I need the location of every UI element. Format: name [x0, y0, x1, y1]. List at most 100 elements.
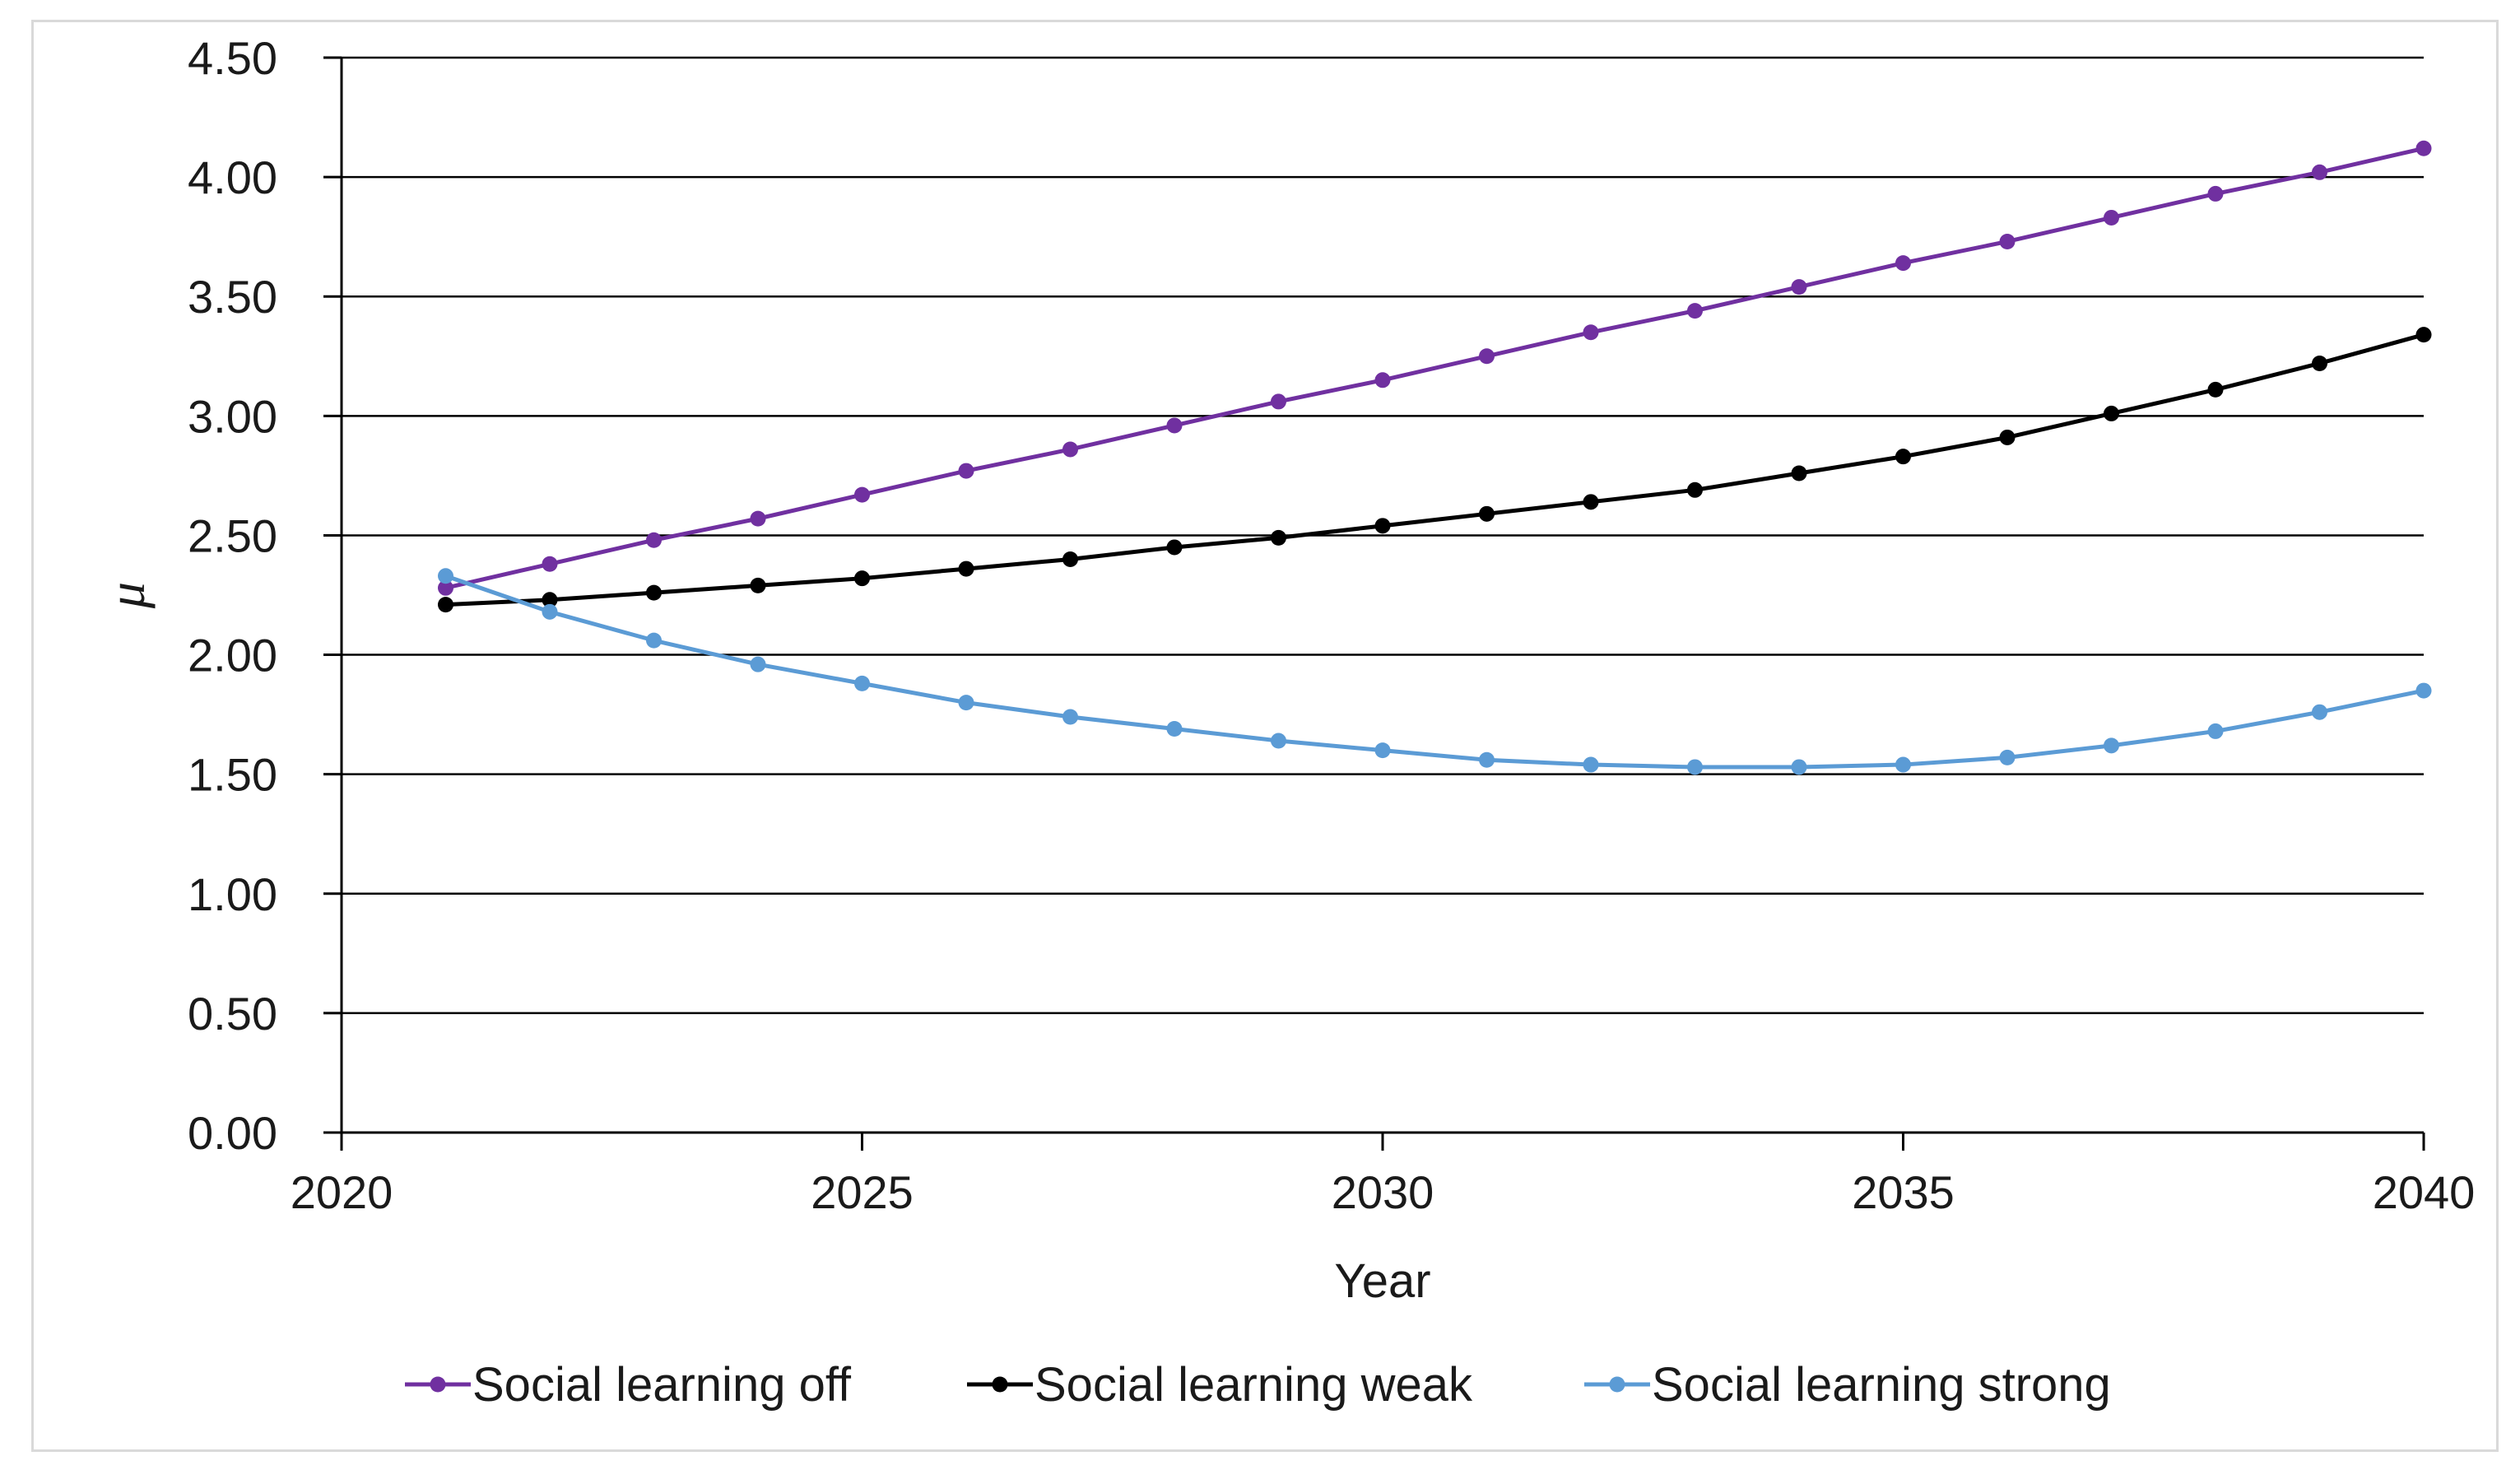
data-point: [2312, 355, 2327, 371]
data-point: [2104, 405, 2119, 421]
data-point: [542, 592, 558, 608]
data-point: [1791, 279, 1807, 295]
data-point: [2207, 185, 2224, 202]
series-1: [438, 327, 2432, 613]
data-point: [1895, 449, 1911, 465]
data-point: [1999, 233, 2016, 249]
data-point: [646, 632, 662, 649]
y-tick-label: 1.00: [188, 868, 277, 920]
data-point: [1271, 733, 1286, 749]
data-point: [2104, 737, 2119, 754]
x-tick-label: 2040: [2373, 1166, 2476, 1218]
data-point: [1271, 529, 1286, 546]
data-point: [1479, 751, 1495, 768]
series-0: [438, 140, 2432, 596]
y-tick-label: 0.50: [188, 988, 277, 1040]
data-point: [1583, 756, 1599, 773]
data-point: [1687, 303, 1703, 319]
x-tick-label: 2025: [811, 1166, 914, 1218]
legend-label: Social learning strong: [1652, 1358, 2111, 1412]
legend-item: Social learning weak: [967, 1358, 1473, 1412]
data-point: [1479, 348, 1495, 365]
data-point: [1374, 742, 1391, 759]
series-lines: [438, 140, 2432, 775]
data-point: [1374, 518, 1391, 534]
x-tick-label: 2035: [1852, 1166, 1955, 1218]
x-tick-labels: 2020 2025 2030 2035 2040: [291, 1166, 2476, 1218]
data-point: [1062, 441, 1078, 458]
data-point: [2415, 140, 2432, 156]
legend-label: Social learning off: [472, 1358, 852, 1412]
data-point: [542, 556, 558, 572]
series-2: [438, 568, 2432, 775]
data-point: [1895, 756, 1911, 773]
data-point: [2415, 327, 2432, 343]
data-point: [2312, 164, 2327, 180]
data-point: [1166, 721, 1183, 737]
y-tick-labels: 0.00 0.50 1.00 1.50 2.00 2.50 3.00 3.50 4.00 4.50: [188, 32, 277, 1159]
chart-frame: [31, 20, 2499, 1452]
data-point: [750, 656, 766, 672]
data-point: [1062, 709, 1078, 725]
legend-swatch-marker: [430, 1376, 446, 1393]
data-point: [1687, 759, 1703, 775]
y-tick-label: 3.00: [188, 390, 277, 442]
gridlines: [342, 56, 2424, 1015]
data-point: [1999, 429, 2016, 445]
data-point: [1479, 505, 1495, 522]
legend-item: Social learning strong: [1584, 1358, 2111, 1412]
data-point: [1791, 465, 1807, 481]
data-point: [646, 584, 662, 601]
data-point: [854, 486, 870, 503]
data-point: [958, 561, 974, 577]
data-point: [2104, 209, 2119, 226]
legend-swatch-marker: [1609, 1376, 1625, 1393]
legend-swatch-marker: [992, 1376, 1008, 1393]
data-point: [1062, 551, 1078, 567]
y-tick-label: 4.00: [188, 151, 277, 203]
x-axis-title: Year: [1334, 1254, 1430, 1308]
data-point: [2207, 723, 2224, 739]
y-tick-label: 4.50: [188, 32, 277, 84]
legend-item: Social learning off: [405, 1358, 852, 1412]
data-point: [2312, 704, 2327, 720]
data-point: [1999, 749, 2016, 765]
data-point: [2207, 381, 2224, 398]
data-point: [750, 577, 766, 593]
y-tick-label: 1.50: [188, 749, 277, 801]
data-point: [1791, 759, 1807, 775]
series-line: [444, 574, 2425, 770]
data-point: [854, 570, 870, 587]
legend: Social learning off Social learning weak S…: [405, 1358, 2111, 1412]
data-point: [1687, 481, 1703, 498]
data-point: [1583, 324, 1599, 341]
x-tick-label: 2020: [291, 1166, 393, 1218]
y-tick-label: 3.50: [188, 271, 277, 323]
legend-label: Social learning weak: [1035, 1358, 1473, 1412]
y-axis-title: μ: [97, 582, 156, 609]
data-point: [1374, 372, 1391, 388]
data-point: [2415, 682, 2432, 699]
data-point: [1166, 539, 1183, 556]
y-tick-label: 2.00: [188, 630, 277, 682]
data-point: [1583, 494, 1599, 510]
data-point: [646, 532, 662, 548]
data-point: [958, 695, 974, 711]
data-point: [542, 603, 558, 620]
data-point: [438, 579, 453, 596]
data-point: [1271, 393, 1286, 410]
y-tick-label: 2.50: [188, 509, 277, 561]
data-point: [1895, 255, 1911, 272]
series-line: [445, 333, 2425, 607]
data-point: [1166, 417, 1183, 434]
data-point: [438, 597, 453, 613]
y-tick-label: 0.00: [188, 1107, 277, 1159]
data-point: [854, 675, 870, 691]
x-tick-label: 2030: [1332, 1166, 1434, 1218]
data-point: [750, 510, 766, 527]
series-line: [444, 146, 2425, 590]
axes: [323, 56, 2425, 1151]
data-point: [958, 463, 974, 479]
data-point: [438, 568, 453, 584]
